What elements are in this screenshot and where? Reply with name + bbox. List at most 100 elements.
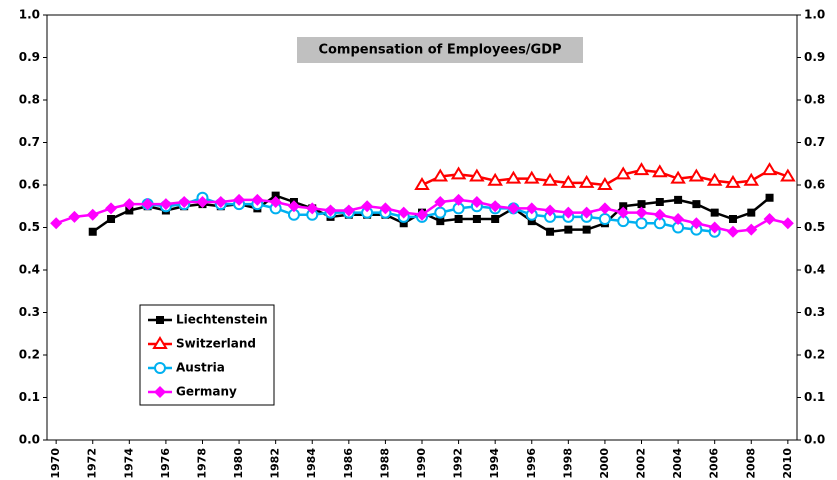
marker bbox=[562, 206, 575, 219]
marker bbox=[763, 213, 776, 225]
marker bbox=[324, 204, 337, 217]
x-tick-label: 1980 bbox=[232, 448, 245, 479]
marker bbox=[491, 215, 500, 223]
marker bbox=[416, 208, 428, 221]
marker bbox=[692, 200, 701, 209]
marker bbox=[472, 215, 481, 223]
marker bbox=[672, 213, 685, 225]
y-tick-label-right: 0.9 bbox=[804, 50, 825, 64]
marker bbox=[747, 208, 756, 217]
x-tick-label: 2010 bbox=[781, 448, 794, 479]
marker bbox=[287, 200, 300, 213]
marker bbox=[670, 170, 686, 184]
marker bbox=[125, 206, 134, 215]
marker bbox=[141, 198, 154, 211]
marker bbox=[123, 198, 136, 211]
marker bbox=[708, 221, 721, 234]
marker bbox=[546, 227, 555, 236]
y-tick-label-right: 0.2 bbox=[804, 348, 825, 362]
y-tick-label-right: 0.6 bbox=[804, 178, 825, 192]
marker bbox=[178, 196, 191, 208]
marker bbox=[507, 202, 520, 215]
marker bbox=[525, 202, 538, 215]
y-tick-label-right: 0.8 bbox=[804, 93, 825, 107]
x-tick-label: 1974 bbox=[122, 448, 135, 479]
marker bbox=[635, 217, 648, 230]
x-tick-label: 2002 bbox=[635, 448, 648, 479]
x-tick-label: 1996 bbox=[525, 448, 538, 479]
marker bbox=[470, 196, 483, 208]
marker bbox=[523, 170, 540, 184]
title-box bbox=[297, 37, 583, 63]
marker bbox=[233, 193, 246, 206]
legend-label: Germany bbox=[176, 385, 237, 399]
y-tick-label-right: 0.5 bbox=[804, 220, 825, 234]
marker bbox=[743, 172, 760, 186]
marker bbox=[454, 215, 463, 223]
marker bbox=[105, 202, 118, 215]
marker bbox=[269, 196, 282, 208]
marker bbox=[452, 193, 465, 206]
marker bbox=[633, 162, 650, 176]
marker bbox=[674, 195, 683, 204]
x-tick-label: 2006 bbox=[708, 448, 721, 479]
marker bbox=[710, 208, 719, 217]
y-tick-label: 0.0 bbox=[19, 433, 40, 447]
marker bbox=[489, 200, 502, 213]
y-tick-label-right: 0.3 bbox=[804, 305, 825, 319]
x-tick-label: 1998 bbox=[561, 448, 574, 479]
marker bbox=[578, 174, 595, 188]
marker bbox=[781, 217, 794, 230]
marker bbox=[598, 202, 611, 215]
legend-label: Liechtenstein bbox=[176, 313, 268, 327]
x-tick-label: 1978 bbox=[195, 448, 208, 479]
marker bbox=[745, 223, 758, 236]
y-tick-label: 0.9 bbox=[19, 50, 40, 64]
marker bbox=[706, 172, 723, 186]
marker bbox=[154, 386, 166, 398]
x-tick-label: 1994 bbox=[488, 448, 501, 479]
marker bbox=[342, 204, 355, 217]
marker bbox=[617, 206, 630, 219]
marker bbox=[761, 162, 778, 176]
y-tick-label-right: 0.4 bbox=[804, 263, 825, 277]
x-tick-label: 1972 bbox=[86, 448, 99, 479]
marker bbox=[88, 227, 97, 236]
marker bbox=[765, 193, 774, 202]
marker bbox=[361, 200, 374, 213]
marker bbox=[306, 202, 319, 215]
y-tick-label-right: 0.1 bbox=[804, 390, 825, 404]
marker bbox=[597, 177, 613, 190]
x-tick-label: 1970 bbox=[49, 448, 62, 479]
marker bbox=[690, 217, 703, 230]
marker bbox=[399, 219, 408, 228]
marker bbox=[688, 168, 705, 182]
y-tick-label: 0.6 bbox=[19, 178, 40, 192]
marker bbox=[582, 225, 591, 234]
x-tick-label: 1982 bbox=[269, 448, 282, 479]
x-tick-label: 2000 bbox=[598, 448, 611, 479]
marker bbox=[156, 316, 164, 324]
x-tick-label: 1992 bbox=[452, 448, 465, 479]
marker bbox=[379, 202, 392, 215]
marker bbox=[196, 196, 209, 208]
marker bbox=[432, 168, 449, 182]
x-tick-label: 1988 bbox=[378, 448, 391, 479]
marker bbox=[598, 213, 611, 225]
marker bbox=[434, 196, 447, 208]
x-tick-label: 1990 bbox=[415, 448, 428, 479]
marker bbox=[725, 174, 741, 188]
marker bbox=[450, 166, 467, 180]
legend-label: Switzerland bbox=[176, 337, 256, 351]
marker bbox=[726, 225, 739, 238]
x-tick-label: 2004 bbox=[671, 448, 684, 479]
marker bbox=[159, 198, 172, 211]
marker bbox=[542, 172, 558, 186]
y-tick-label: 0.5 bbox=[19, 220, 40, 234]
marker bbox=[487, 172, 503, 186]
y-tick-label: 0.8 bbox=[19, 93, 40, 107]
marker bbox=[397, 206, 410, 219]
y-tick-label: 0.7 bbox=[19, 135, 40, 149]
y-tick-label-right: 1.0 bbox=[804, 8, 825, 22]
marker bbox=[152, 336, 168, 349]
